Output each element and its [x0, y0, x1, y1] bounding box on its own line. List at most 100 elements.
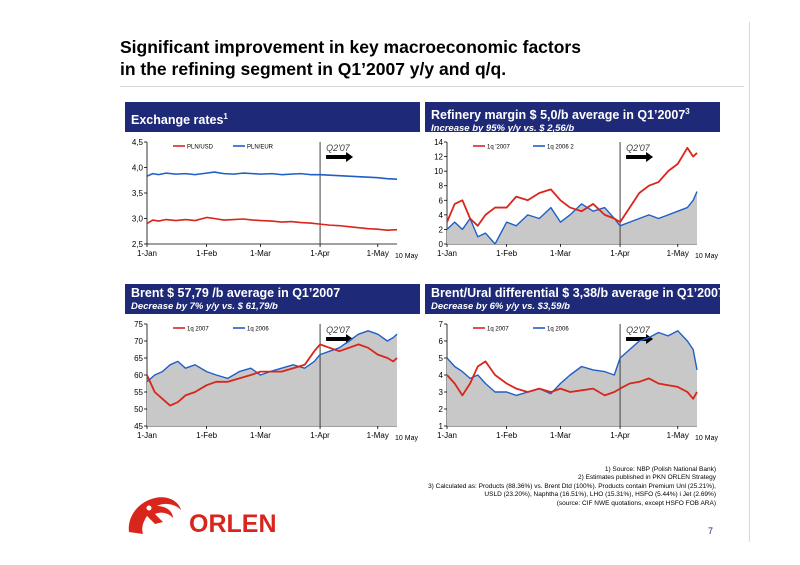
exchange-x-tick-label: 1-Feb [196, 249, 217, 258]
footnote-4: USLD (23.20%), Naphtha (16.51%), LHO (15… [484, 491, 716, 499]
ural-y-tick-label: 2 [439, 405, 444, 414]
brent-subtitle: Decrease by 7% y/y vs. $ 61,79/b [131, 301, 278, 312]
margin-x-tick-label: 1-Feb [496, 249, 517, 258]
right-rule [749, 22, 750, 542]
margin-legend-label: 1q '2007 [487, 145, 510, 151]
margin-title-sup: 3 [685, 107, 690, 116]
exchange-background [125, 132, 420, 270]
ural-x-tick-label: 1-Apr [610, 431, 630, 440]
brent-y-tick-label: 50 [134, 405, 143, 414]
exchange-x-tick-label: 1-Mar [250, 249, 271, 258]
ural-legend-label: 1q 2006 [547, 327, 569, 333]
margin-subtitle: Increase by 95% y/y vs. $ 2,56/b [431, 123, 575, 135]
margin-panel-header: Refinery margin $ 5,0/b average in Q1’20… [425, 102, 720, 135]
margin-y-tick-label: 0 [439, 240, 444, 249]
ural-y-tick-label: 5 [439, 354, 444, 363]
exchange-panel-header: Exchange rates1 [125, 102, 420, 132]
margin-q2-label: Q2'07 [626, 143, 651, 153]
brent-x-tick-label: 1-Apr [310, 431, 330, 440]
logo-eagle-eye [146, 505, 152, 511]
title-divider [120, 86, 744, 87]
brent-chart: 45 50 55 60 65 70 75 1-Jan 1-Feb 1-Mar 1-Apr 1-May 1… [125, 314, 420, 452]
brent-chart-svg: 45 50 55 60 65 70 75 1-Jan 1-Feb 1-Mar 1-Apr 1-May 1… [125, 314, 420, 452]
ural-x-tick-label: 1-May [667, 431, 689, 440]
brent-x-end-label: 10 May [395, 435, 418, 442]
brent-x-tick-label: 1-Mar [250, 431, 271, 440]
brent-x-tick-label: 1-Jan [137, 431, 157, 440]
brent-y-tick-label: 70 [134, 337, 143, 346]
exchange-legend-label: PLN/USD [187, 145, 214, 151]
orlen-logo-svg: ORLEN [128, 497, 277, 538]
ural-chart-svg: 1 2 3 4 5 6 7 1-Jan 1-Feb 1-Mar 1-Apr 1-May 10 May Q2… [425, 314, 720, 452]
margin-y-tick-label: 14 [434, 138, 443, 147]
ural-y-tick-label: 7 [439, 320, 444, 329]
ural-x-tick-label: 1-Mar [550, 431, 571, 440]
ural-y-tick-label: 4 [439, 371, 444, 380]
brent-panel: Brent $ 57,79 /b average in Q1’2007 Decr… [125, 284, 420, 452]
ural-x-tick-label: 1-Jan [437, 431, 457, 440]
margin-series-1q-2007 [446, 146, 698, 227]
slide-title: Significant improvement in key macroecon… [120, 36, 740, 80]
exchange-x-tick-label: 1-Apr [310, 249, 330, 258]
ural-subtitle: Decrease by 6% y/y vs. $3,59/b [431, 301, 570, 312]
ural-y-tick-label: 3 [439, 388, 444, 397]
exchange-x-end-label: 10 May [395, 253, 418, 260]
margin-y-tick-label: 12 [434, 153, 443, 162]
brent-q2-arrow [326, 334, 354, 344]
footnote-5: (source: CIF NWE quotations, except HSFO… [556, 499, 716, 507]
logo-text: ORLEN [189, 510, 277, 538]
brent-panel-header: Brent $ 57,79 /b average in Q1’2007 Decr… [125, 284, 420, 314]
ural-q2-label: Q2'07 [626, 325, 651, 335]
footnote-1: 1) Source: NBP (Polish National Bank) [604, 466, 716, 473]
footnotes: 1) Source: NBP (Polish National Bank) 2)… [360, 466, 716, 508]
footnote-2: 2) Estimates published in PKN ORLEN Stra… [577, 474, 716, 482]
ural-area-1q-2006 [447, 330, 697, 426]
ural-x-tick-label: 1-Feb [496, 431, 517, 440]
exchange-title-sup: 1 [223, 112, 228, 121]
exchange-y-tick-label: 4,0 [132, 164, 144, 173]
margin-x-tick-label: 1-May [667, 249, 689, 258]
margin-y-tick-label: 2 [439, 225, 444, 234]
margin-chart: 0 2 4 6 8 10 12 14 1-Jan 1-Feb 1-Mar 1-Apr 1-May 10 M… [425, 132, 720, 270]
title-line-1: Significant improvement in key macroecon… [120, 37, 581, 57]
margin-legend-label: 1q 2006 2 [547, 145, 574, 151]
title-line-2: in the refining segment in Q1’2007 y/y a… [120, 59, 507, 79]
brent-series-1q-2006 [146, 330, 398, 383]
brent-y-tick-label: 65 [134, 354, 143, 363]
margin-y-tick-label: 10 [434, 167, 443, 176]
ural-y-tick-label: 6 [439, 337, 444, 346]
ural-y-tick-label: 1 [439, 422, 444, 431]
brent-y-tick-label: 45 [134, 422, 143, 431]
footnote-3: 3) Calculated as: Products (88.36%) vs. … [428, 482, 716, 490]
margin-x-tick-label: 1-Apr [610, 249, 630, 258]
brent-q2-label: Q2'07 [326, 325, 351, 335]
margin-panel: Refinery margin $ 5,0/b average in Q1’20… [425, 102, 720, 270]
exchange-chart-svg: 2,5 3,0 3,5 4,0 4,5 1-Jan 1-Feb 1-Mar 1-Apr 1-May… [125, 132, 420, 270]
exchange-y-tick-label: 2,5 [132, 240, 144, 249]
margin-x-end-label: 10 May [695, 253, 718, 260]
brent-area-1q-2006 [147, 330, 397, 426]
margin-area-1q-2006-2 [447, 191, 697, 244]
exchange-y-tick-label: 4,5 [132, 138, 144, 147]
margin-y-tick-label: 8 [439, 182, 444, 191]
ural-x-end-label: 10 May [695, 435, 718, 442]
margin-chart-svg: 0 2 4 6 8 10 12 14 1-Jan 1-Feb 1-Mar 1-Apr 1-May 10 M… [425, 132, 720, 270]
logo-eagle-mark [128, 497, 181, 534]
ural-legend-label: 1q 2007 [487, 327, 509, 333]
ural-q2-arrow [626, 334, 654, 344]
brent-legend-label: 1q 2007 [187, 327, 209, 333]
exchange-q2-arrow [326, 152, 354, 162]
exchange-series-PLN-EUR [146, 171, 398, 181]
brent-y-tick-label: 60 [134, 371, 143, 380]
ural-panel-header: Brent/Ural differential $ 3,38/b average… [425, 284, 725, 314]
ural-series-1q-2006 [446, 330, 698, 397]
brent-title: Brent $ 57,79 /b average in Q1’2007 [131, 286, 341, 300]
page-number: 7 [708, 526, 714, 536]
margin-title: Refinery margin $ 5,0/b average in Q1’20… [431, 108, 686, 123]
orlen-logo: ORLEN [125, 488, 300, 540]
exchange-x-tick-label: 1-May [367, 249, 389, 258]
exchange-legend-label: PLN/EUR [247, 145, 274, 151]
exchange-y-tick-label: 3,0 [132, 215, 144, 224]
exchange-title: Exchange rates [131, 113, 224, 128]
exchange-q2-label: Q2'07 [326, 143, 351, 153]
